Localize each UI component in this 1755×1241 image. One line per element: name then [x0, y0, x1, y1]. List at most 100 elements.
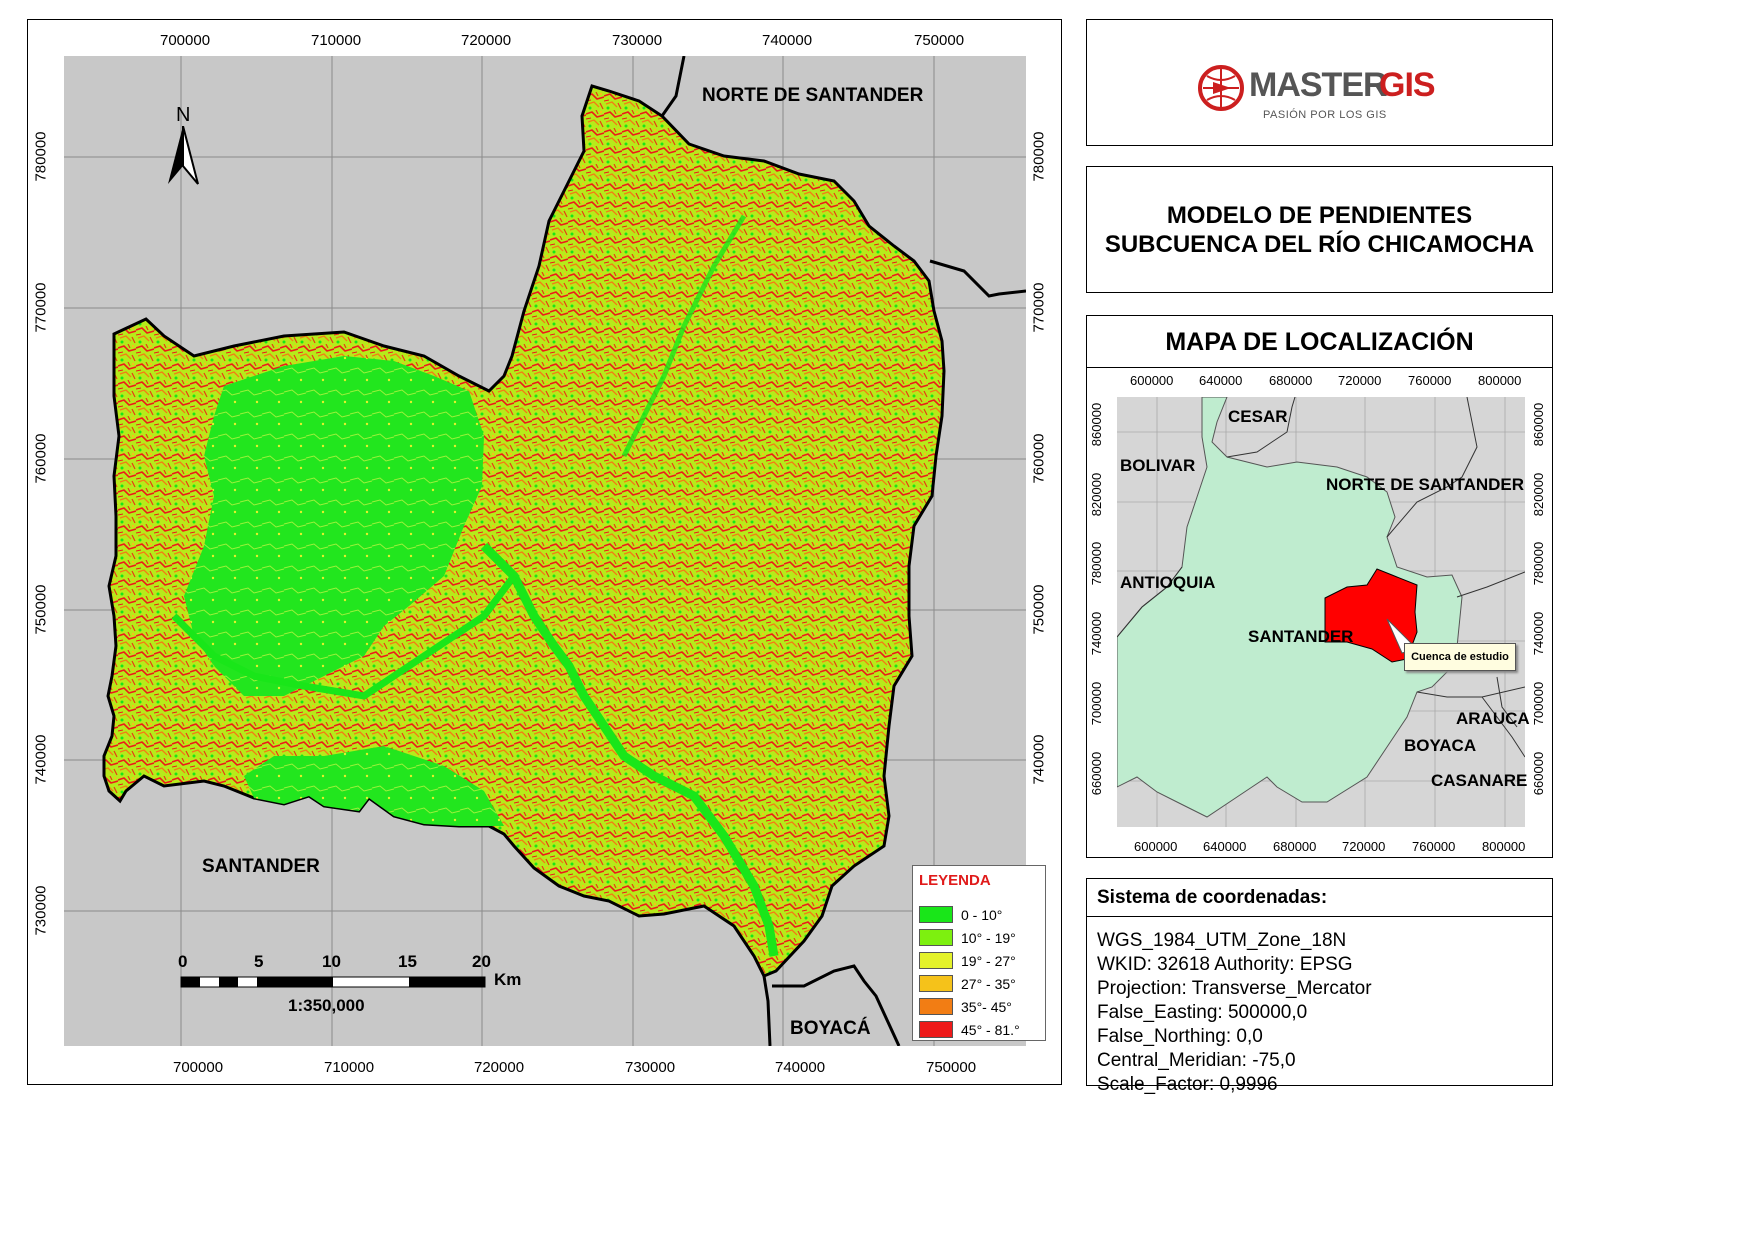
x-tick-top: 750000	[914, 32, 965, 49]
scale-tick: 5	[254, 952, 264, 971]
north-arrow-label: N	[176, 104, 191, 126]
y-tick-right: 740000	[1030, 734, 1048, 785]
location-map-panel: MAPA DE LOCALIZACIÓN 600000 640000 68000…	[1086, 315, 1553, 858]
y-tick-right: 760000	[1030, 433, 1048, 484]
crs-line: Projection: Transverse_Mercator	[1097, 978, 1372, 999]
x-tick-top: 740000	[762, 32, 813, 49]
loc-x-tick-bottom: 720000	[1342, 839, 1386, 854]
crs-line: WKID: 32618 Authority: EPSG	[1097, 954, 1353, 975]
crs-line: Central_Meridian: -75,0	[1097, 1050, 1296, 1071]
loc-y-tick-left: 740000	[1089, 611, 1105, 656]
label-norte-de-santander: NORTE DE SANTANDER	[702, 85, 924, 106]
legend-label: 27° - 35°	[961, 975, 1016, 992]
x-tick-bottom: 720000	[474, 1059, 525, 1076]
legend-label: 35°- 45°	[961, 998, 1012, 1015]
legend-swatch	[919, 975, 953, 992]
loc-x-tick-bottom: 760000	[1412, 839, 1456, 854]
y-tick-right: 770000	[1030, 282, 1048, 333]
location-map	[1117, 397, 1525, 827]
y-tick-left: 770000	[32, 282, 50, 333]
crs-panel: Sistema de coordenadas: WGS_1984_UTM_Zon…	[1086, 878, 1553, 1095]
y-tick-right: 780000	[1030, 131, 1048, 182]
location-map-title: MAPA DE LOCALIZACIÓN	[1087, 328, 1552, 368]
legend-swatch	[919, 1021, 953, 1038]
loc-x-tick-top: 720000	[1338, 373, 1382, 388]
label-boyaca: BOYACÁ	[790, 1018, 871, 1039]
legend-item: 27° - 35°	[919, 972, 1045, 995]
loc-y-tick-left: 780000	[1089, 541, 1105, 586]
crs-line: False_Easting: 500000,0	[1097, 1002, 1308, 1023]
y-tick-right: 750000	[1030, 584, 1048, 635]
slope-map	[64, 56, 1026, 1046]
scale-tick: 20	[472, 952, 491, 971]
logo-name-red: GIS	[1379, 66, 1436, 104]
crs-heading: Sistema de coordenadas:	[1097, 887, 1328, 908]
scale-tick: 10	[322, 952, 341, 971]
loc-x-tick-bottom: 800000	[1482, 839, 1526, 854]
loc-y-tick-left: 660000	[1089, 751, 1105, 796]
study-area-callout: Cuenca de estudio	[1404, 643, 1516, 671]
legend: LEYENDA 0 - 10° 10° - 19° 19° - 27° 27° - 3…	[912, 865, 1046, 1041]
loc-y-tick-right: 740000	[1531, 611, 1547, 656]
legend-item: 10° - 19°	[919, 926, 1045, 949]
scale-unit: Km	[494, 970, 522, 989]
y-tick-left: 760000	[32, 433, 50, 484]
legend-label: 0 - 10°	[961, 906, 1003, 923]
north-arrow-icon	[168, 126, 199, 185]
logo-tagline: PASIÓN POR LOS GIS	[1263, 109, 1387, 121]
x-tick-bottom: 740000	[775, 1059, 826, 1076]
north-arrow: N	[164, 104, 204, 185]
scale-bar-graphic	[180, 976, 486, 988]
crs-lines: WGS_1984_UTM_Zone_18N WKID: 32618 Author…	[1097, 929, 1372, 1097]
legend-label: 45° - 81.°	[961, 1021, 1020, 1038]
legend-label: 10° - 19°	[961, 929, 1016, 946]
label-santander: SANTANDER	[202, 856, 320, 877]
title-panel: MODELO DE PENDIENTES SUBCUENCA DEL RÍO C…	[1086, 166, 1553, 293]
loc-y-tick-right: 660000	[1531, 751, 1547, 796]
loc-x-tick-bottom: 640000	[1203, 839, 1247, 854]
loc-y-tick-right: 820000	[1531, 472, 1547, 517]
loc-y-tick-right: 860000	[1531, 402, 1547, 447]
loc-label-antioquia: ANTIOQUIA	[1120, 573, 1216, 592]
x-tick-top: 700000	[160, 32, 211, 49]
legend-swatch	[919, 952, 953, 969]
scale-ratio: 1:350,000	[288, 996, 365, 1015]
x-tick-top: 720000	[461, 32, 512, 49]
title-line-2: SUBCUENCA DEL RÍO CHICAMOCHA	[1104, 231, 1535, 258]
x-tick-bottom: 750000	[926, 1059, 977, 1076]
y-tick-left: 730000	[32, 885, 50, 936]
loc-x-tick-top: 800000	[1478, 373, 1522, 388]
y-tick-left: 750000	[32, 584, 50, 635]
legend-label: 19° - 27°	[961, 952, 1016, 969]
loc-x-tick-top: 760000	[1408, 373, 1452, 388]
loc-label-boyaca: BOYACA	[1404, 736, 1477, 755]
logo-name-dark: MASTER	[1249, 66, 1388, 104]
loc-y-tick-right: 700000	[1531, 681, 1547, 726]
crs-divider	[1087, 916, 1552, 917]
loc-y-tick-left: 860000	[1089, 402, 1105, 447]
scale-tick: 15	[398, 952, 417, 971]
legend-swatch	[919, 998, 953, 1015]
loc-x-tick-top: 680000	[1269, 373, 1313, 388]
legend-swatch	[919, 906, 953, 923]
loc-label-arauca: ARAUCA	[1456, 709, 1530, 728]
scale-bar: 0 5 10 15 20 Km 1:350,000	[176, 952, 521, 1022]
legend-title: LEYENDA	[919, 872, 991, 889]
x-tick-top: 730000	[612, 32, 663, 49]
scale-tick: 0	[178, 952, 188, 971]
loc-label-cesar: CESAR	[1228, 407, 1288, 426]
x-tick-bottom: 700000	[173, 1059, 224, 1076]
crs-line: Scale_Factor: 0,9996	[1097, 1074, 1278, 1095]
title-line-1: MODELO DE PENDIENTES	[1166, 202, 1473, 229]
y-tick-left: 780000	[32, 131, 50, 182]
x-tick-bottom: 730000	[625, 1059, 676, 1076]
loc-y-tick-left: 820000	[1089, 472, 1105, 517]
x-tick-top: 710000	[311, 32, 362, 49]
legend-item: 19° - 27°	[919, 949, 1045, 972]
mastergis-logo: MASTER GIS PASIÓN POR LOS GIS	[1197, 62, 1457, 132]
loc-label-norte-de-santander: NORTE DE SANTANDER	[1326, 475, 1525, 494]
legend-item: 0 - 10°	[919, 903, 1045, 926]
y-tick-left: 740000	[32, 734, 50, 785]
loc-label-bolivar: BOLIVAR	[1120, 456, 1196, 475]
legend-items: 0 - 10° 10° - 19° 19° - 27° 27° - 35° 35°- 4…	[919, 903, 1045, 1041]
